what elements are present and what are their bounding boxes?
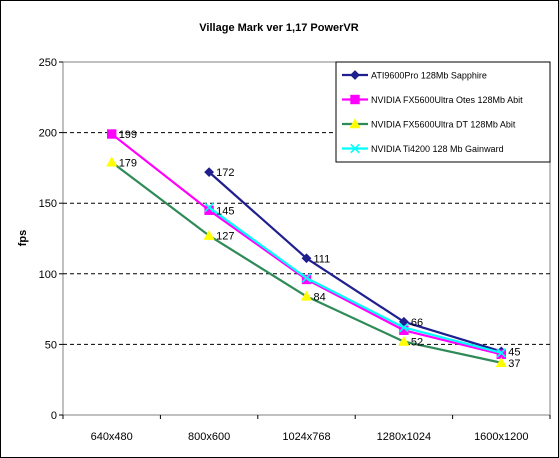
legend-item: NVIDIA FX5600Ultra Otes 128Mb Abit xyxy=(342,94,523,105)
legend-label: ATI9600Pro 128Mb Sapphire xyxy=(371,71,487,81)
series-point xyxy=(399,322,409,333)
legend-label: NVIDIA FX5600Ultra DT 128Mb Abit xyxy=(371,120,516,130)
x-tick-label: 1280x1024 xyxy=(377,431,431,443)
y-tick-label: 0 xyxy=(51,410,57,422)
data-label: 172 xyxy=(216,167,234,179)
legend-item: NVIDIA FX5600Ultra DT 128Mb Abit xyxy=(342,118,516,130)
series-point xyxy=(203,229,215,240)
series-point xyxy=(204,202,214,213)
series-point xyxy=(398,335,410,346)
series-point xyxy=(399,325,409,335)
series-3 xyxy=(204,202,507,358)
y-tick-label: 200 xyxy=(39,128,57,140)
series-line xyxy=(208,206,502,354)
y-tick-label: 100 xyxy=(39,269,57,281)
chart-title: Village Mark ver 1,17 PowerVR xyxy=(199,22,358,34)
data-label: 45 xyxy=(508,346,520,358)
legend: ATI9600Pro 128Mb Sapphire NVIDIA FX5600Ul… xyxy=(335,61,551,163)
data-label: 127 xyxy=(216,231,234,243)
data-label: 52 xyxy=(411,337,423,349)
series-point xyxy=(204,167,215,178)
y-tick-label: 250 xyxy=(39,57,57,69)
series-point xyxy=(496,348,507,358)
legend-item: ATI9600Pro 128Mb Sapphire xyxy=(342,70,487,81)
series-point xyxy=(301,273,312,283)
x-axis: 640x480 800x600 1024x768 1280x1024 1600x1200 xyxy=(62,415,551,443)
y-tick-label: 50 xyxy=(45,339,57,351)
series-2 xyxy=(106,156,507,367)
x-tick-label: 640x480 xyxy=(91,431,133,443)
series-point xyxy=(301,253,312,264)
series-group: 172 111 66 45 199 145 179 127 84 52 37 xyxy=(106,129,521,370)
legend-label: NVIDIA FX5600Ultra Otes 128Mb Abit xyxy=(371,95,523,105)
legend-label: NVIDIA Ti4200 128 Mb Gainward xyxy=(371,144,504,154)
data-label: 179 xyxy=(119,157,137,169)
data-label: 37 xyxy=(508,358,520,370)
legend-swatch-marker xyxy=(349,118,361,129)
series-point xyxy=(300,290,313,301)
x-tick-label: 1600x1200 xyxy=(474,431,528,443)
y-axis-label: fps xyxy=(17,230,29,247)
legend-swatch-marker xyxy=(350,143,360,154)
series-point xyxy=(106,156,118,167)
series-point xyxy=(107,129,117,139)
series-line xyxy=(208,171,502,353)
y-tick-label: 150 xyxy=(39,198,57,210)
legend-swatch-marker xyxy=(350,94,360,105)
series-point xyxy=(495,357,507,367)
data-label: 199 xyxy=(119,129,137,141)
legend-item: NVIDIA Ti4200 128 Mb Gainward xyxy=(342,143,504,154)
x-tick-label: 800x600 xyxy=(188,431,230,443)
x-tick-label: 1024x768 xyxy=(282,431,330,443)
data-label: 145 xyxy=(216,205,234,217)
data-label: 111 xyxy=(314,253,331,265)
legend-swatch-marker xyxy=(350,70,360,80)
y-axis: 0 50 100 150 200 250 xyxy=(39,57,63,422)
series-1 xyxy=(107,129,507,359)
legend-box xyxy=(335,61,551,163)
data-label: 66 xyxy=(411,317,423,329)
data-label: 84 xyxy=(314,291,326,303)
